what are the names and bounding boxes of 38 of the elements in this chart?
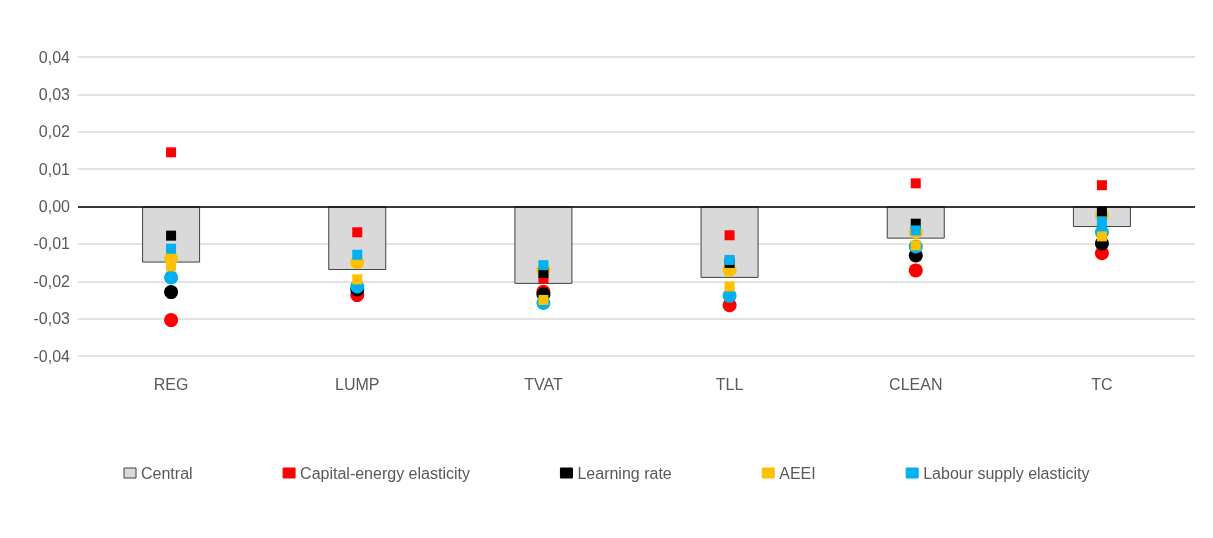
y-tick-label: 0,03 xyxy=(38,85,71,103)
legend-label: Capital-energy elasticity xyxy=(300,464,470,482)
point xyxy=(910,178,921,189)
y-tick-label: 0,04 xyxy=(38,48,71,66)
point xyxy=(352,274,363,285)
y-tick-label: 0,01 xyxy=(38,160,71,178)
point xyxy=(166,243,177,254)
point xyxy=(908,263,923,278)
legend-label: Learning rate xyxy=(577,464,672,482)
legend-label: Central xyxy=(141,464,193,482)
point xyxy=(166,147,177,158)
x-tick-label: TC xyxy=(1091,375,1113,393)
x-tick-label: TLL xyxy=(715,375,744,393)
point xyxy=(724,281,735,292)
point xyxy=(1096,216,1107,227)
point xyxy=(164,313,179,328)
y-tick-label: -0,01 xyxy=(33,235,71,253)
point xyxy=(352,249,363,260)
x-tick-label: REG xyxy=(153,375,189,393)
x-tick-label: CLEAN xyxy=(889,375,943,393)
point xyxy=(164,285,179,300)
point xyxy=(164,270,179,285)
y-tick-label: 0,02 xyxy=(38,123,71,141)
y-tick-label: -0,04 xyxy=(33,347,71,365)
y-tick-label: 0,00 xyxy=(38,198,71,215)
point xyxy=(166,230,177,241)
x-tick-label: TVAT xyxy=(524,375,563,393)
x-tick-label: LUMP xyxy=(335,375,380,393)
point xyxy=(352,227,363,238)
point xyxy=(538,294,549,305)
y-tick-label: -0,02 xyxy=(33,272,71,290)
point xyxy=(1096,231,1107,242)
point xyxy=(538,260,549,271)
legend-label: AEEI xyxy=(779,464,816,482)
legend-label: Labour supply elasticity xyxy=(923,464,1090,482)
point xyxy=(1096,180,1107,191)
y-tick-label: -0,03 xyxy=(33,310,71,328)
point xyxy=(724,230,735,241)
